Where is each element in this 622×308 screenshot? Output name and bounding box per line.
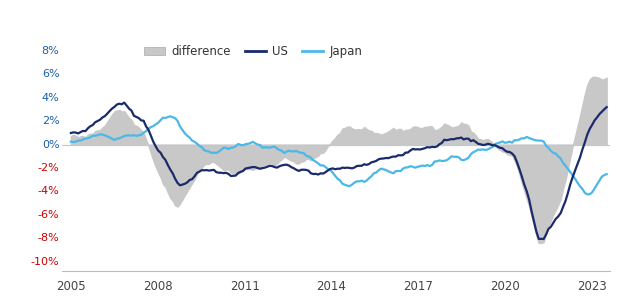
Text: 6%: 6% [42,69,60,79]
Text: -4%: -4% [38,186,60,197]
Text: 2%: 2% [42,116,60,126]
Text: -2%: -2% [38,163,60,173]
Text: 8%: 8% [42,46,60,56]
Legend: difference, US, Japan: difference, US, Japan [139,41,367,63]
Text: -6%: -6% [38,210,60,220]
Text: -10%: -10% [31,257,60,267]
Text: -8%: -8% [38,233,60,243]
Text: 0%: 0% [42,140,60,150]
Text: 4%: 4% [42,93,60,103]
